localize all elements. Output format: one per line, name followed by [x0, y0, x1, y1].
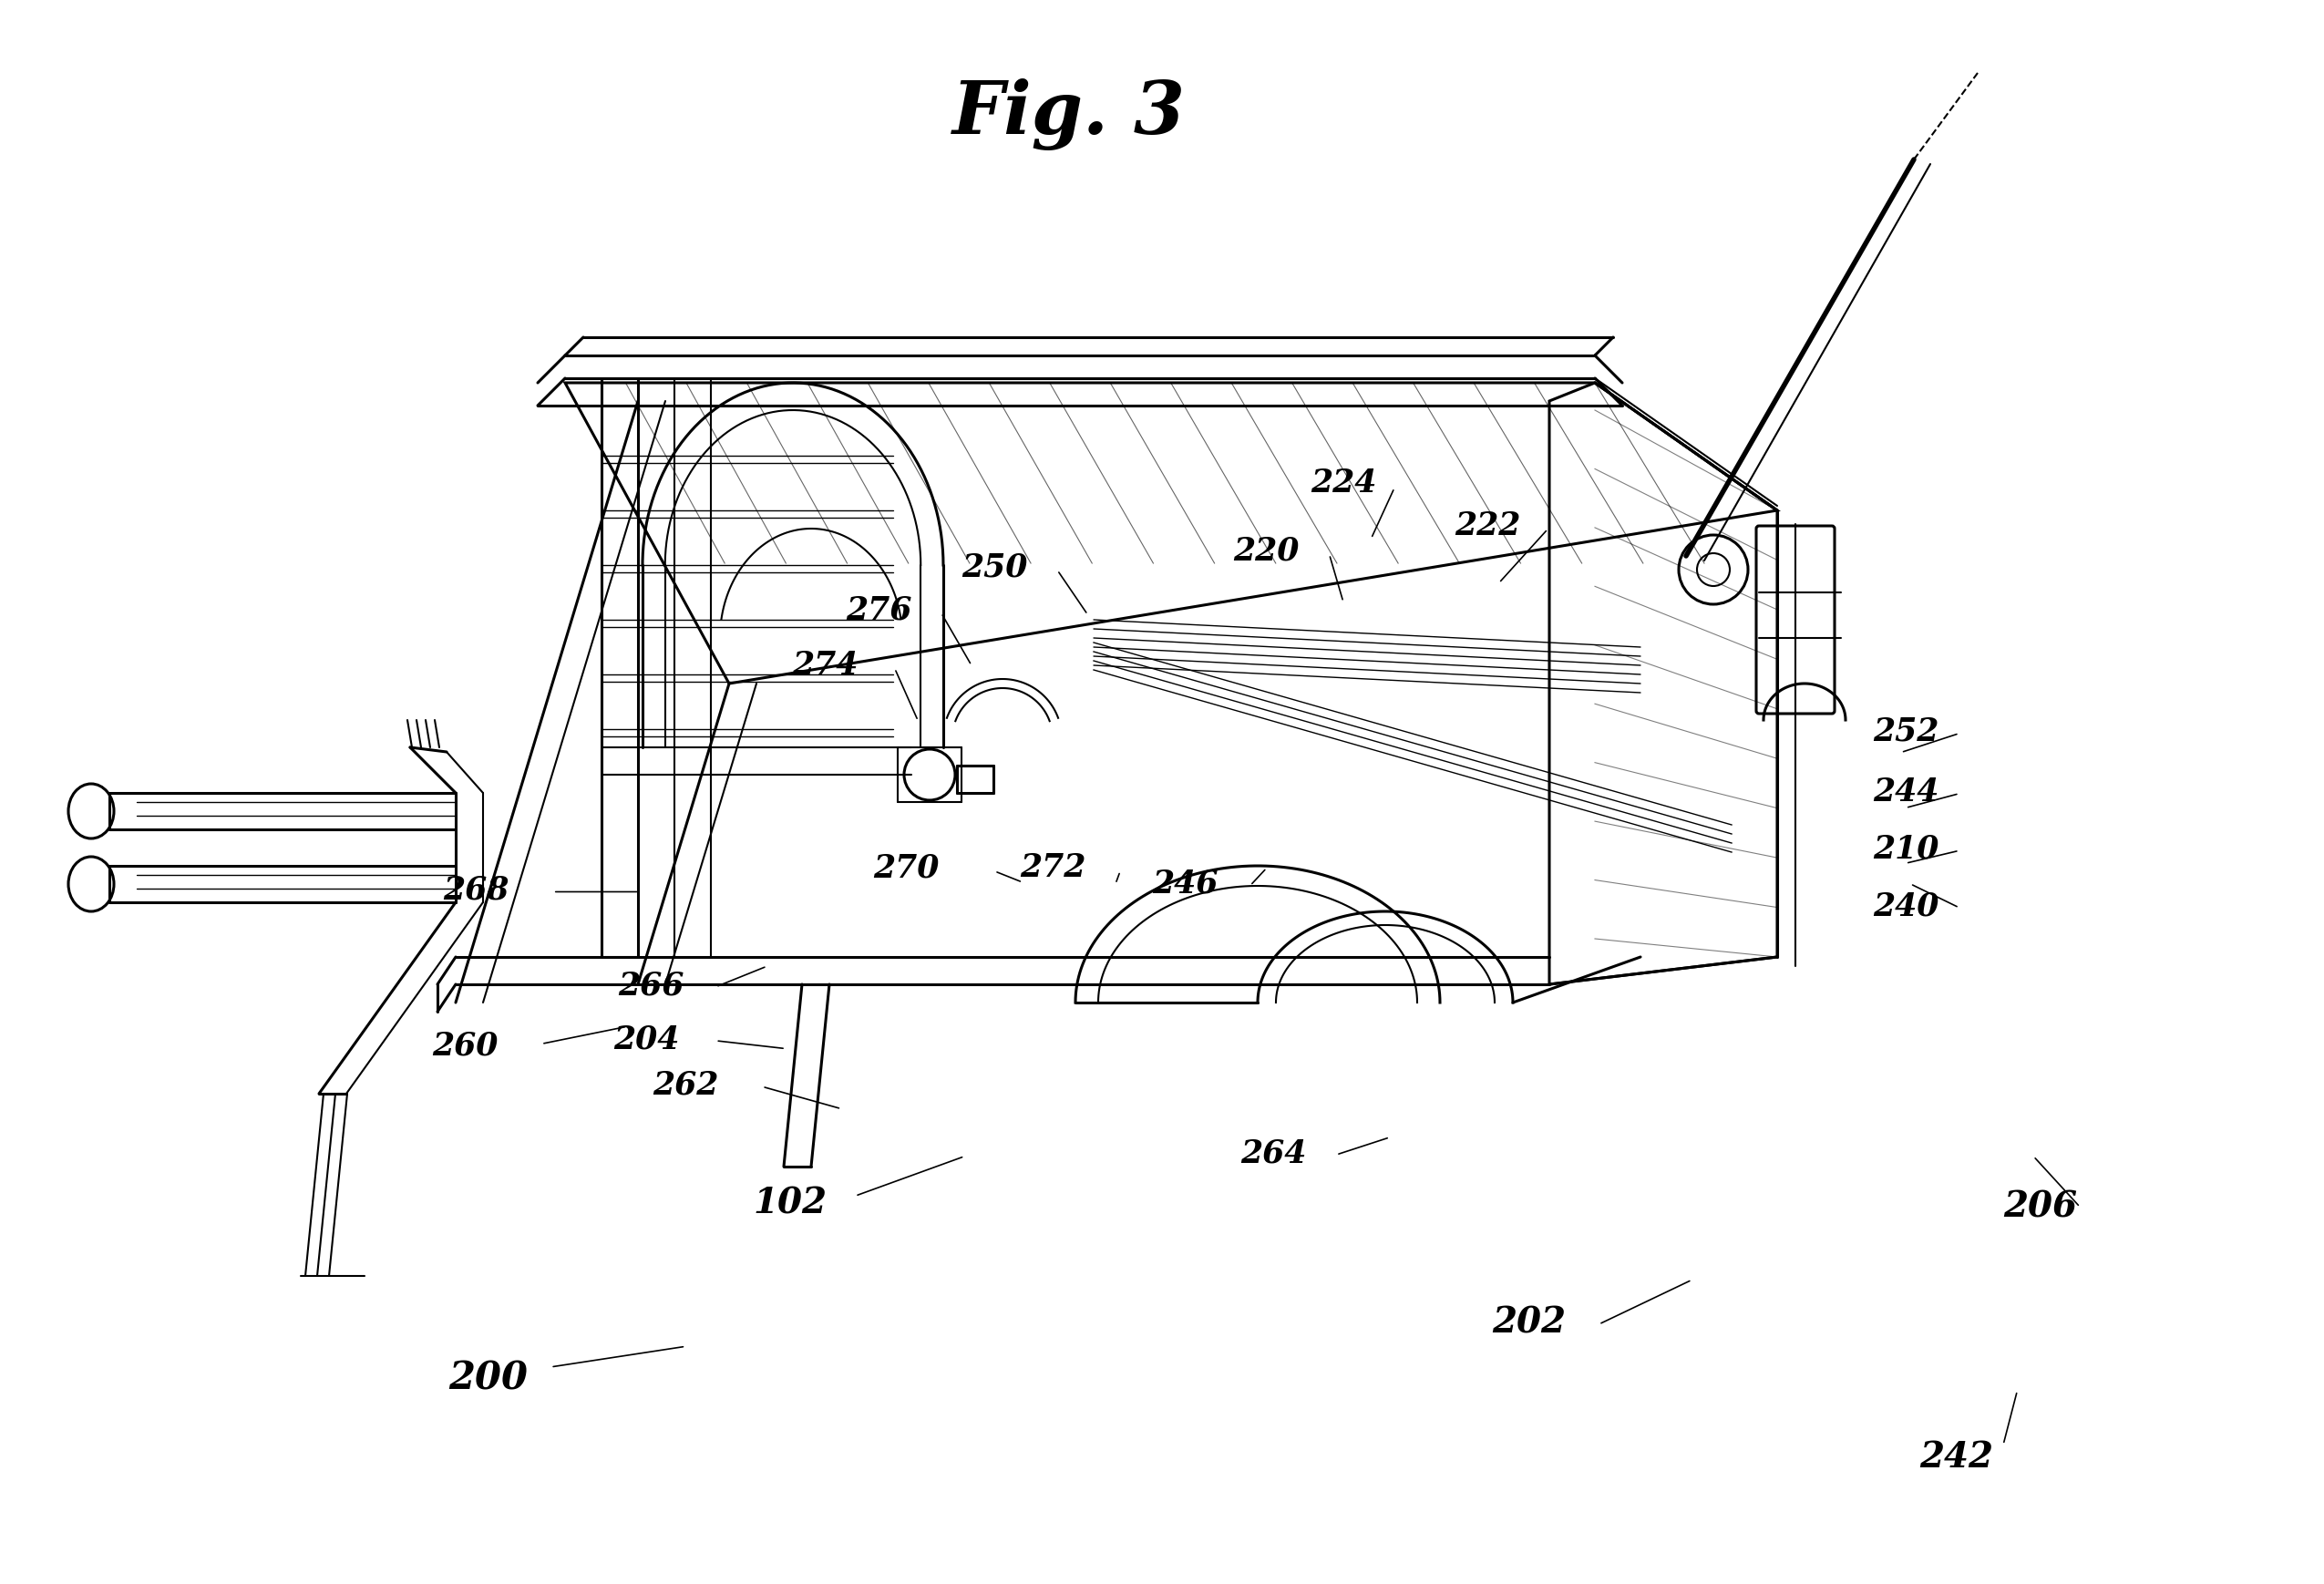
Text: 270: 270	[874, 852, 939, 884]
Text: 260: 260	[432, 1030, 497, 1061]
Text: 262: 262	[653, 1069, 718, 1101]
Text: 252: 252	[1873, 716, 1938, 748]
Text: 220: 220	[1234, 535, 1299, 567]
Text: 200: 200	[449, 1359, 528, 1397]
Text: 240: 240	[1873, 890, 1938, 922]
Text: 102: 102	[753, 1186, 827, 1221]
FancyBboxPatch shape	[1757, 526, 1834, 714]
Text: 210: 210	[1873, 833, 1938, 865]
Text: 204: 204	[614, 1023, 679, 1055]
Text: 268: 268	[444, 874, 509, 906]
Ellipse shape	[67, 784, 114, 838]
Text: 250: 250	[962, 551, 1027, 583]
Text: 264: 264	[1241, 1137, 1306, 1169]
Text: 246: 246	[1153, 868, 1218, 900]
Text: 222: 222	[1455, 510, 1520, 542]
Text: 272: 272	[1020, 852, 1085, 884]
Text: 202: 202	[1492, 1305, 1566, 1340]
Ellipse shape	[67, 857, 114, 911]
Text: 242: 242	[1920, 1440, 1994, 1475]
Text: 206: 206	[2003, 1190, 2078, 1224]
Text: 266: 266	[618, 969, 683, 1001]
Text: 244: 244	[1873, 776, 1938, 808]
Text: Fig. 3: Fig. 3	[953, 78, 1185, 150]
Text: 224: 224	[1311, 467, 1376, 499]
Text: 276: 276	[846, 594, 911, 626]
Text: 274: 274	[792, 649, 858, 681]
